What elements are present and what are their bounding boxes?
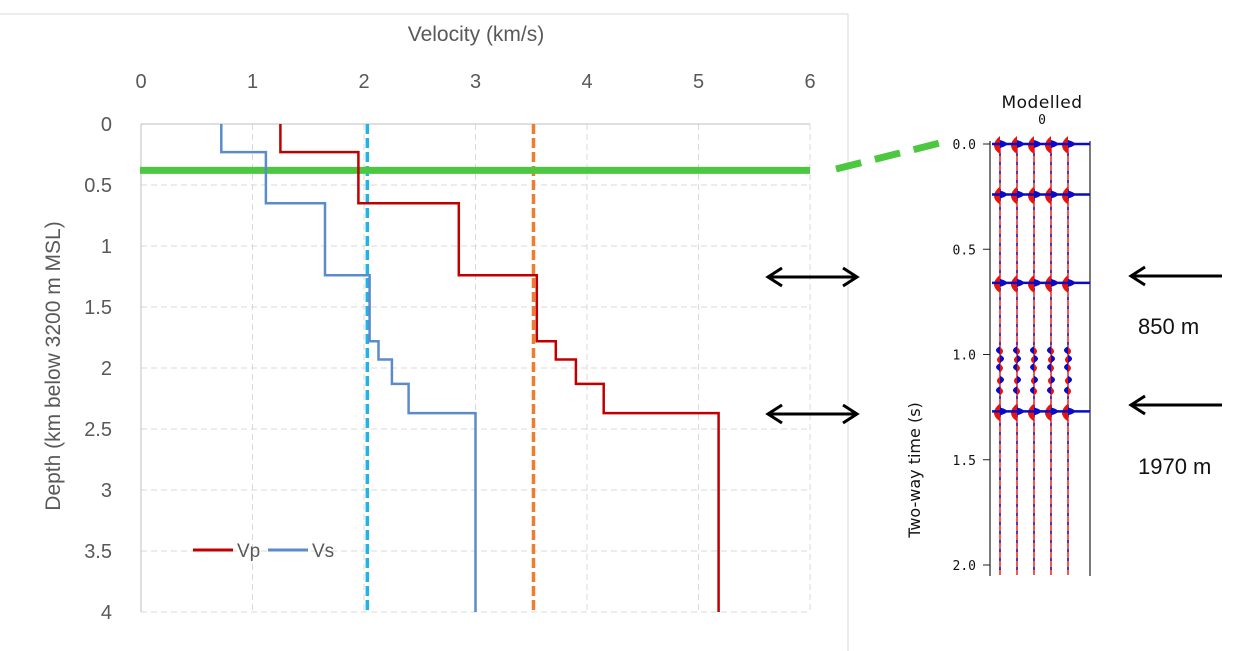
wavelet-minor-positive (1000, 364, 1003, 372)
x-tick-label: 0 (135, 71, 146, 93)
wavelet-minor (1064, 386, 1068, 394)
y-tick-label: 1.5 (84, 297, 112, 319)
wavelet-minor (1051, 376, 1055, 384)
wavelet-minor-positive (1017, 387, 1020, 395)
wavelet-minor-positive (1068, 347, 1071, 355)
wavelet-minor-positive (1065, 377, 1068, 385)
wavelet-minor-positive (1014, 377, 1017, 385)
wavelet-minor (1013, 363, 1017, 371)
seismic-traces (992, 136, 1090, 575)
wavelet-minor (1013, 386, 1017, 394)
wavelet-minor (1064, 363, 1068, 371)
x-tick-label: 6 (804, 71, 815, 93)
wavelet-minor-positive (1068, 364, 1071, 372)
wavelet-minor (1017, 355, 1021, 363)
wavelet-minor (996, 363, 1000, 371)
wavelet-minor-positive (997, 377, 1000, 385)
x-tick-label: 1 (247, 71, 258, 93)
wavelet-minor-positive (1068, 387, 1071, 395)
wavelet-minor (1068, 376, 1072, 384)
tick-labels: 0 1 2 3 4 5 6 0 0.5 1 1.5 2 2.5 3 3.5 4 (84, 71, 815, 624)
twt-tick-label: 1.0 (953, 349, 976, 364)
twt-tick-label: 1.5 (953, 454, 976, 469)
wavelet-minor (1030, 363, 1034, 371)
y-tick-label: 3.5 (84, 541, 112, 563)
wavelet-minor (1017, 376, 1021, 384)
x-tick-label: 2 (358, 71, 369, 93)
twt-axis-title: Two-way time (s) (905, 402, 924, 539)
wavelet-minor-positive (1034, 387, 1037, 395)
twt-tick-label: 0.0 (953, 138, 976, 153)
y-axis-title: Depth (km below 3200 m MSL) (42, 221, 65, 510)
wavelet-minor-positive (1065, 356, 1068, 364)
wavelet-minor (1013, 346, 1017, 354)
wavelet-minor (996, 346, 1000, 354)
label-1970m: 1970 m (1138, 454, 1211, 479)
y-tick-label: 2.5 (84, 419, 112, 441)
label-850m: 850 m (1138, 314, 1199, 339)
wavelet-minor (1051, 355, 1055, 363)
wavelet-minor (1034, 376, 1038, 384)
wavelet-minor (1047, 363, 1051, 371)
wavelet-minor-positive (1031, 377, 1034, 385)
wavelet-minor-positive (1051, 364, 1054, 372)
wavelet-minor-positive (1034, 347, 1037, 355)
x-tick-label: 3 (470, 71, 481, 93)
legend-vs-label: Vs (312, 541, 334, 562)
x-tick-label: 5 (693, 71, 704, 93)
annotations: 850 m 1970 m (768, 267, 1222, 479)
wavelet-minor-positive (1051, 387, 1054, 395)
series-vs-line (221, 124, 475, 612)
x-tick-label: 4 (581, 71, 592, 93)
seismogram-panel: Modelled 0 Two-way time (s) 0.0 0.5 1.0 1.5… (905, 93, 1090, 576)
wavelet-minor-positive (1048, 356, 1051, 364)
wavelet-minor-positive (1031, 356, 1034, 364)
twt-tick-label: 0.5 (953, 243, 976, 258)
wavelet-minor (1000, 355, 1004, 363)
wavelet-minor (1047, 346, 1051, 354)
wavelet-minor (1034, 355, 1038, 363)
wavelet-minor-positive (1000, 347, 1003, 355)
wavelet-minor-positive (1051, 347, 1054, 355)
panel-x-tick: 0 (1038, 113, 1046, 128)
wavelet-minor-positive (1000, 387, 1003, 395)
wavelet-minor-positive (997, 356, 1000, 364)
connector-dashed-line (836, 141, 948, 169)
y-tick-label: 0.5 (84, 175, 112, 197)
wavelet-minor (1047, 386, 1051, 394)
wavelet-minor-positive (1034, 364, 1037, 372)
wavelet-minor (1068, 355, 1072, 363)
twt-tick-labels: 0.0 0.5 1.0 1.5 2.0 (953, 138, 990, 574)
wavelet-minor-positive (1017, 364, 1020, 372)
wavelet-minor-positive (1048, 377, 1051, 385)
y-tick-label: 4 (101, 602, 112, 624)
twt-tick-label: 2.0 (953, 559, 976, 574)
y-tick-label: 2 (101, 358, 112, 380)
panel-title: Modelled (1001, 93, 1082, 113)
legend-vp-label: Vp (237, 541, 260, 562)
y-tick-label: 3 (101, 480, 112, 502)
wavelet-minor (1030, 386, 1034, 394)
wavelet-minor (1030, 346, 1034, 354)
y-tick-label: 1 (101, 236, 112, 258)
wavelet-minor (1000, 376, 1004, 384)
y-tick-label: 0 (101, 114, 112, 136)
wavelet-minor-positive (1017, 347, 1020, 355)
wavelet-minor-positive (1014, 356, 1017, 364)
x-axis-title: Velocity (km/s) (408, 23, 545, 46)
wavelet-minor (996, 386, 1000, 394)
wavelet-minor (1064, 346, 1068, 354)
velocity-chart: Velocity (km/s) Depth (km below 3200 m M… (0, 14, 848, 651)
